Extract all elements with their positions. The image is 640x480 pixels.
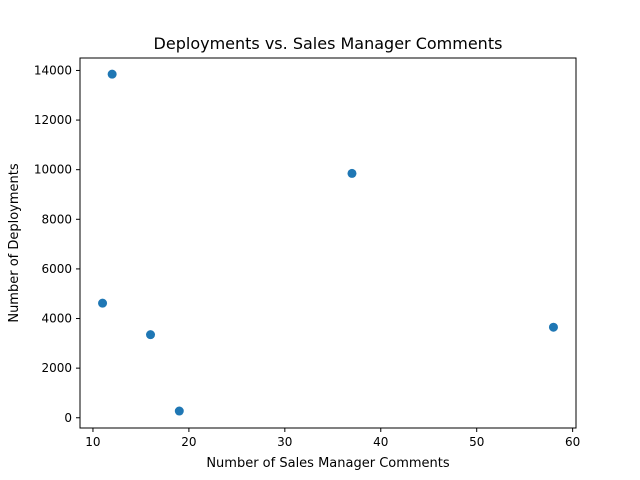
y-axis-label: Number of Deployments: [7, 163, 22, 323]
x-axis-ticks: 10 20 30 40 50 60: [85, 428, 580, 449]
plot-area: 10 20 30 40 50 60 0 2000 4000 6000 8000 10000 12000…: [34, 57, 580, 449]
data-point: [107, 69, 117, 79]
x-tick-label: 60: [565, 435, 580, 449]
y-tick-label: 6000: [41, 262, 72, 276]
chart-title: Deployments vs. Sales Manager Comments: [154, 34, 503, 53]
y-tick-label: 10000: [34, 163, 72, 177]
y-axis-ticks: 0 2000 4000 6000 8000 10000 12000 14000: [34, 63, 80, 425]
y-tick-label: 8000: [41, 212, 72, 226]
data-point: [98, 298, 108, 308]
x-tick-label: 30: [277, 435, 292, 449]
data-point: [347, 168, 357, 178]
x-tick-label: 10: [85, 435, 100, 449]
y-tick-label: 4000: [41, 312, 72, 326]
y-tick-label: 12000: [34, 113, 72, 127]
y-tick-label: 14000: [34, 63, 72, 77]
y-tick-label: 2000: [41, 361, 72, 375]
data-point: [146, 330, 156, 340]
data-points: [98, 69, 558, 416]
x-tick-label: 40: [373, 435, 388, 449]
data-point: [174, 406, 184, 416]
x-tick-label: 20: [181, 435, 196, 449]
data-point: [548, 322, 558, 332]
plot-frame: [79, 57, 577, 429]
x-tick-label: 50: [469, 435, 484, 449]
y-tick-label: 0: [64, 411, 72, 425]
x-axis-label: Number of Sales Manager Comments: [206, 456, 450, 471]
